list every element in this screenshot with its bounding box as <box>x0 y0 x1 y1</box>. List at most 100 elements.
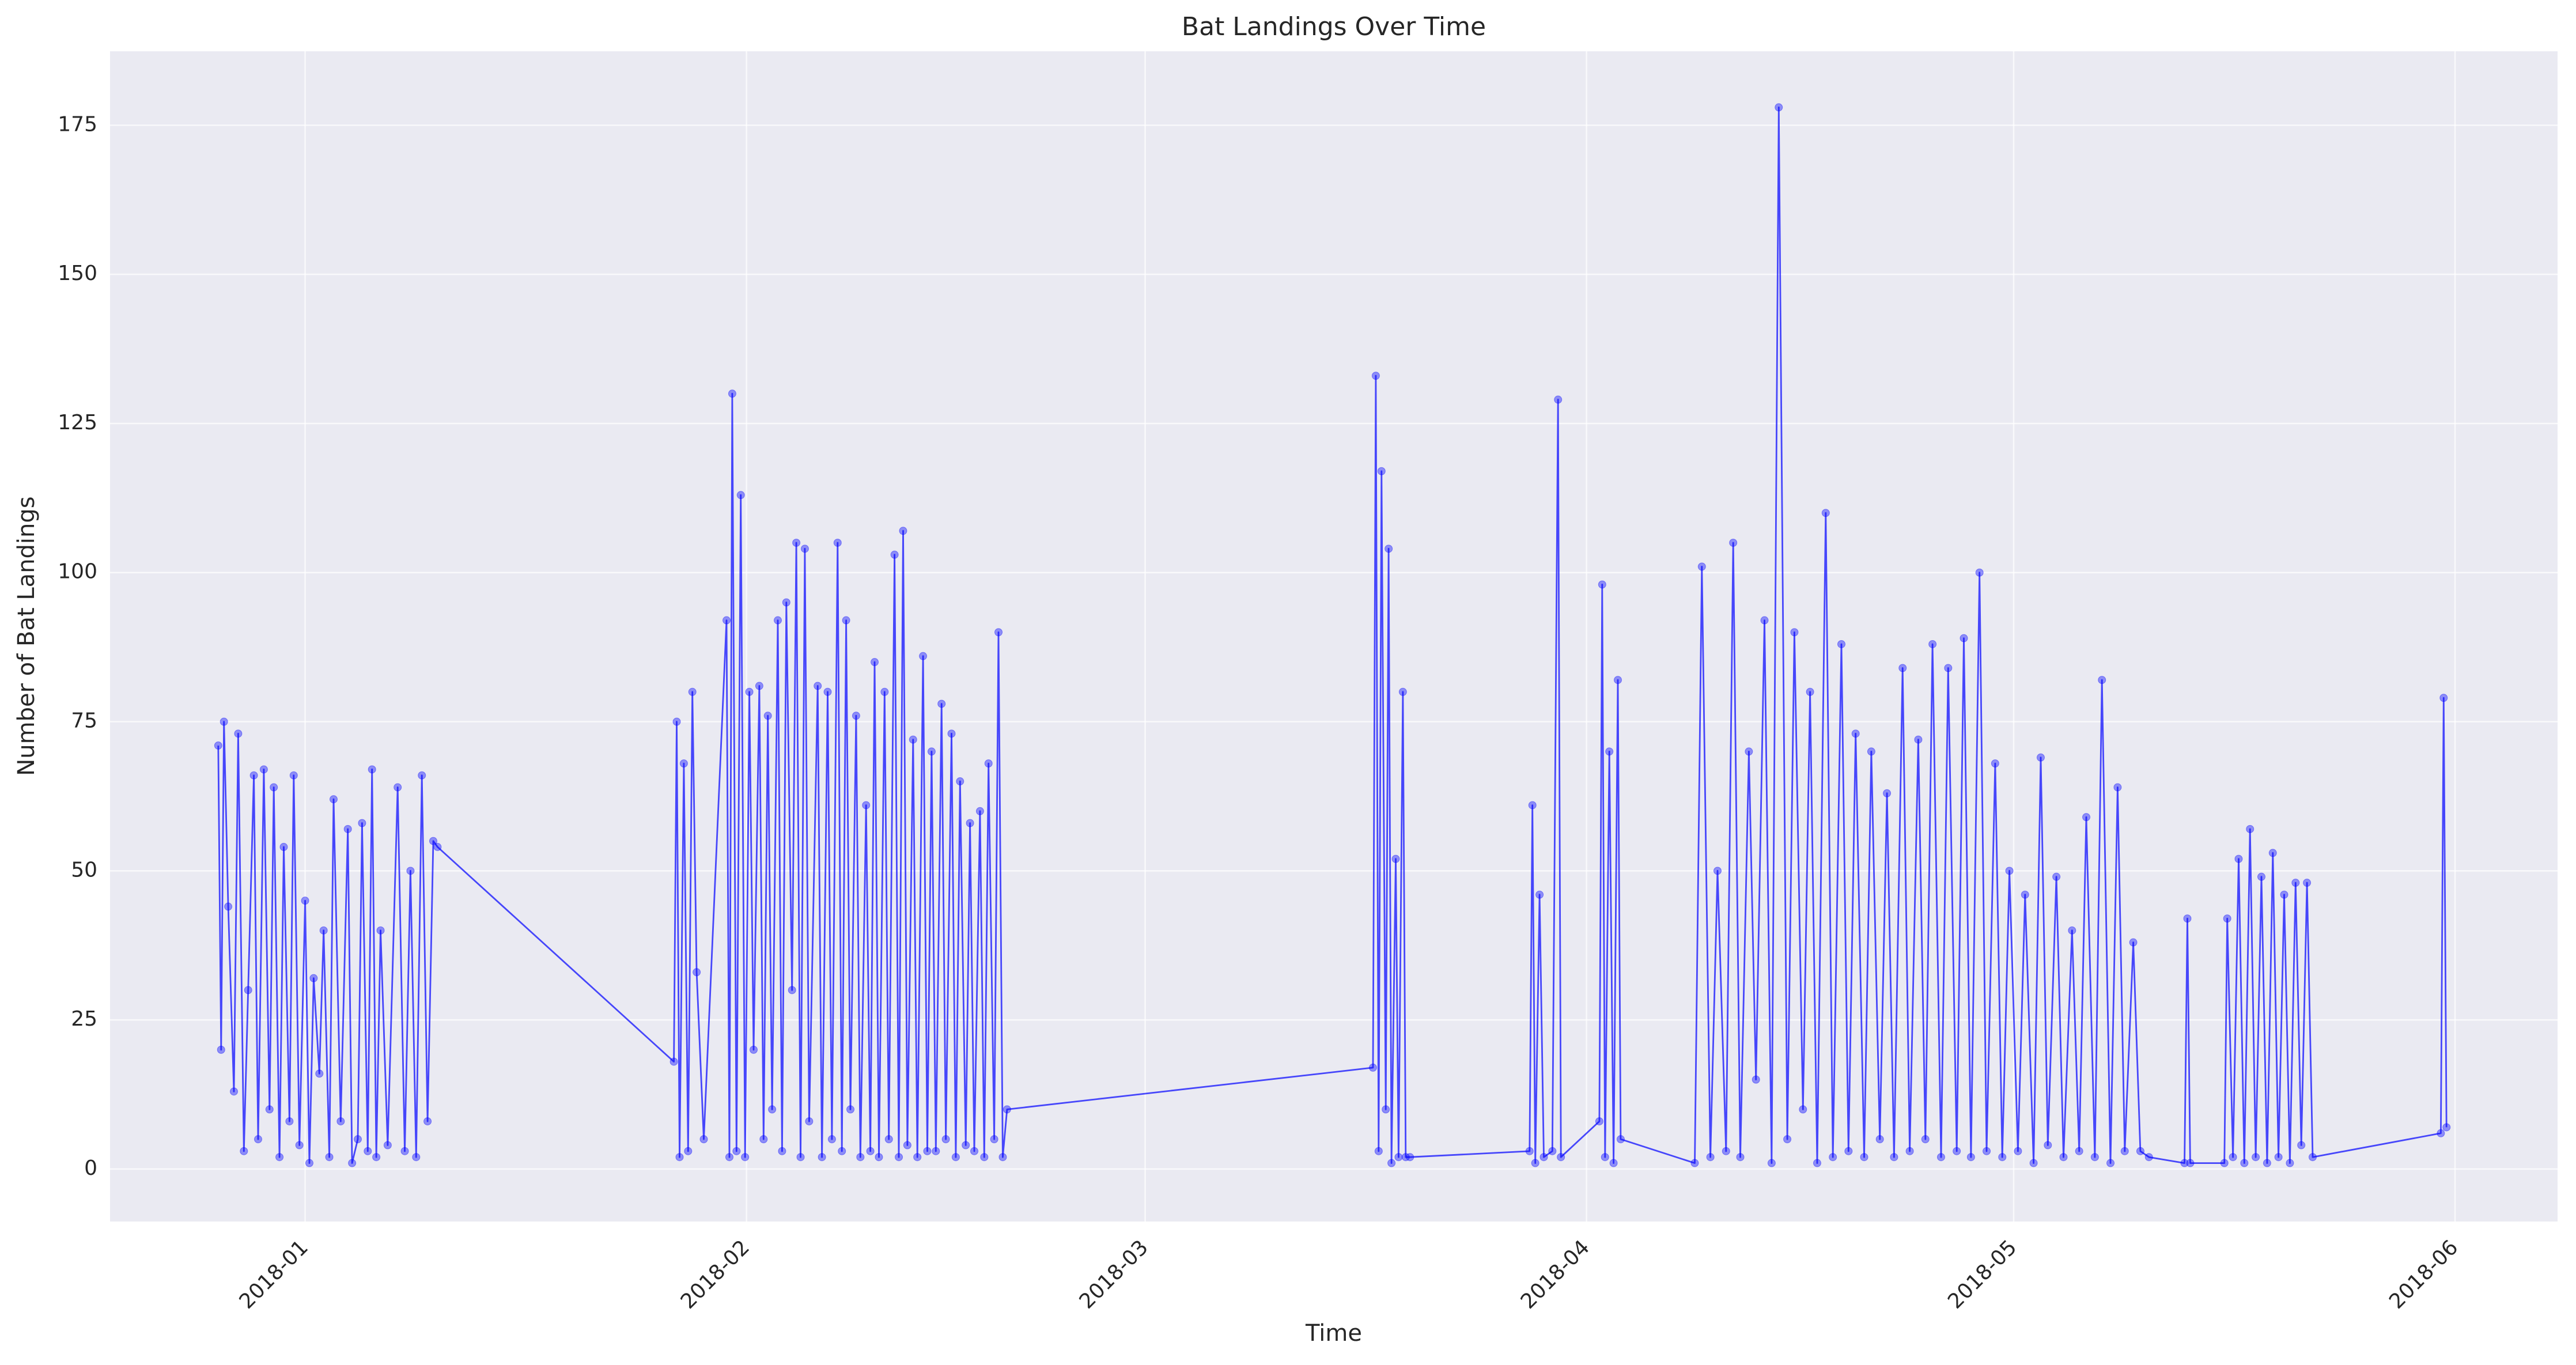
plot-area <box>110 51 2558 1222</box>
data-point <box>2044 1141 2052 1150</box>
data-point <box>823 687 832 696</box>
data-point <box>343 825 352 833</box>
data-point <box>773 616 782 625</box>
data-point <box>1806 687 1814 696</box>
data-point <box>353 1135 362 1144</box>
data-point <box>1609 1159 1618 1167</box>
data-point <box>319 926 328 935</box>
data-point <box>2075 1147 2083 1155</box>
data-point <box>1752 1075 1760 1084</box>
data-point <box>2113 783 2122 792</box>
data-point <box>270 783 278 792</box>
y-tick-label: 25 <box>71 1007 97 1031</box>
data-point <box>383 1141 392 1150</box>
data-point <box>259 765 268 774</box>
data-point <box>234 729 243 738</box>
data-point <box>1844 1147 1853 1155</box>
data-point <box>970 1147 979 1155</box>
data-point <box>2223 914 2231 923</box>
data-point <box>2297 1141 2306 1150</box>
data-point <box>2005 867 2014 875</box>
data-point <box>1382 1105 1390 1114</box>
data-point <box>394 783 402 792</box>
data-point <box>1595 1117 1603 1126</box>
data-point <box>240 1147 248 1155</box>
data-point <box>289 771 298 780</box>
data-point <box>672 717 681 726</box>
data-point <box>1713 867 1722 875</box>
data-point <box>796 1153 805 1162</box>
data-point <box>1374 1147 1383 1155</box>
data-point <box>871 658 879 667</box>
y-tick-label: 50 <box>71 858 97 882</box>
x-tick-label: 2018-04 <box>1516 1235 1594 1313</box>
data-point <box>2059 1153 2068 1162</box>
data-point <box>1548 1147 1557 1155</box>
data-point <box>429 837 437 845</box>
data-point <box>2263 1159 2271 1167</box>
data-point <box>693 968 701 977</box>
data-point <box>1914 735 1923 744</box>
data-point <box>1883 789 1892 797</box>
data-point <box>2120 1147 2129 1155</box>
y-axis-label: Number of Bat Landings <box>13 496 40 776</box>
data-point <box>1790 628 1799 637</box>
data-point <box>763 712 772 720</box>
data-point <box>941 1135 950 1144</box>
data-point <box>329 795 338 804</box>
data-point <box>1398 687 1407 696</box>
data-point <box>1760 616 1769 625</box>
data-point <box>1860 1153 1868 1162</box>
data-point <box>1003 1105 1011 1114</box>
data-point <box>1598 580 1606 589</box>
data-point <box>400 1147 409 1155</box>
data-point <box>2291 879 2300 887</box>
data-point <box>1722 1147 1730 1155</box>
data-point <box>956 777 964 786</box>
data-point <box>2098 676 2106 685</box>
data-point <box>725 1153 733 1162</box>
data-point <box>951 1153 960 1162</box>
data-point <box>2186 1159 2195 1167</box>
data-point <box>880 687 889 696</box>
data-point <box>265 1105 274 1114</box>
data-point <box>1690 1159 1699 1167</box>
data-point <box>1614 676 1622 685</box>
data-point <box>723 616 731 625</box>
data-point <box>919 652 928 660</box>
x-tick-label: 2018-01 <box>235 1235 313 1313</box>
data-point <box>788 986 796 995</box>
data-point <box>913 1153 922 1162</box>
data-point <box>1605 747 1614 756</box>
data-point <box>846 1105 855 1114</box>
data-point <box>768 1105 777 1114</box>
data-point <box>728 390 736 398</box>
data-point <box>895 1153 903 1162</box>
data-point <box>2129 938 2138 947</box>
data-point <box>966 819 974 827</box>
x-axis-label: Time <box>1305 1320 1362 1347</box>
data-point <box>980 1153 989 1162</box>
y-tick-label: 0 <box>84 1156 97 1180</box>
data-point <box>279 842 288 851</box>
series-line <box>217 106 2448 1164</box>
data-point <box>990 1135 998 1144</box>
data-point <box>1821 509 1830 517</box>
data-point <box>947 729 956 738</box>
data-point <box>358 819 366 827</box>
data-point <box>994 628 1003 637</box>
data-point <box>1745 747 1753 756</box>
data-point <box>1829 1153 1837 1162</box>
data-point <box>2090 1153 2099 1162</box>
data-point <box>679 759 688 767</box>
data-point <box>1953 1147 1961 1155</box>
data-point <box>732 1147 741 1155</box>
data-point <box>800 545 809 553</box>
data-point <box>368 765 376 774</box>
data-point <box>1783 1135 1792 1144</box>
data-point <box>372 1153 381 1162</box>
data-point <box>1905 1147 1914 1155</box>
data-point <box>412 1153 421 1162</box>
data-point <box>2014 1147 2022 1155</box>
data-point <box>1998 1153 2007 1162</box>
